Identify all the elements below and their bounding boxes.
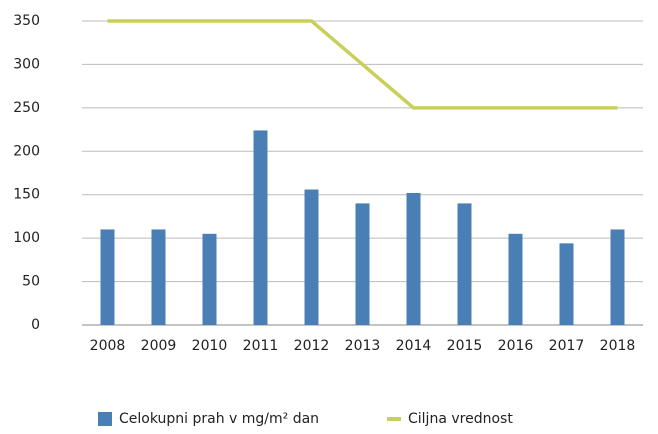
bar — [508, 233, 523, 325]
y-tick-label: 0 — [31, 317, 40, 333]
x-tick-label: 2008 — [90, 338, 126, 354]
x-tick-label: 2011 — [243, 338, 279, 354]
x-tick-label: 2016 — [498, 338, 534, 354]
x-tick-label: 2015 — [447, 338, 483, 354]
bar — [610, 229, 625, 325]
bar — [253, 130, 268, 325]
line — [107, 19, 618, 110]
y-tick-label: 250 — [13, 100, 40, 116]
x-tick-label: 2018 — [600, 338, 636, 354]
y-tick-label: 350 — [13, 13, 40, 29]
bar — [406, 192, 421, 325]
y-tick-label: 300 — [13, 56, 40, 72]
y-tick-label: 150 — [13, 187, 40, 203]
bar — [457, 203, 472, 325]
x-tick-label: 2012 — [294, 338, 330, 354]
y-tick-label: 200 — [13, 143, 40, 159]
y-tick-label: 100 — [13, 230, 40, 246]
bar — [202, 233, 217, 325]
bar — [559, 243, 574, 325]
x-tick-label: 2017 — [549, 338, 585, 354]
x-tick-label: 2014 — [396, 338, 432, 354]
legend-label: Celokupni prah v mg/m² dan — [119, 411, 319, 427]
x-tick-label: 2009 — [141, 338, 177, 354]
x-tick-label: 2013 — [345, 338, 381, 354]
y-tick-label: 50 — [22, 274, 40, 290]
bar — [355, 203, 370, 325]
legend-label: Ciljna vrednost — [408, 411, 513, 427]
bar — [304, 189, 319, 325]
x-tick-label: 2010 — [192, 338, 228, 354]
bar — [151, 229, 166, 325]
legend-swatch — [98, 412, 112, 426]
bar — [100, 229, 115, 325]
